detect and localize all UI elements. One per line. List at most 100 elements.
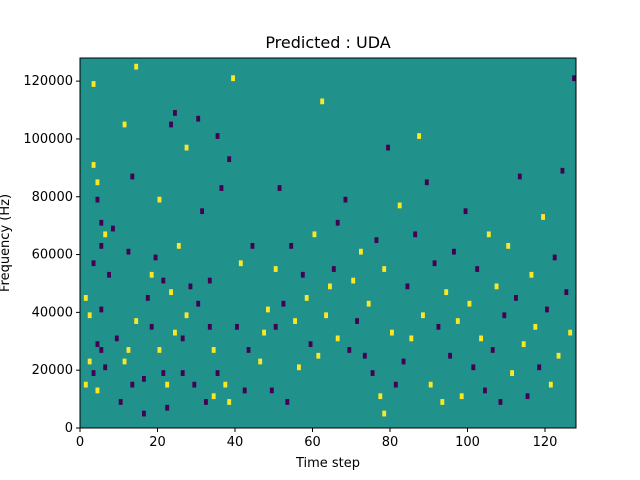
y-axis-label: Frequency (Hz) (0, 194, 13, 292)
heatmap-cell (180, 335, 185, 342)
heatmap-cell (215, 133, 220, 139)
heatmap-cell (153, 254, 158, 261)
heatmap-cell (386, 144, 390, 151)
heatmap-cell (235, 323, 239, 330)
heatmap-background (80, 58, 576, 428)
heatmap-cell (529, 271, 534, 278)
heatmap-cell (343, 196, 348, 203)
heatmap-cell (486, 231, 491, 238)
heatmap-cell (95, 341, 100, 348)
heatmap-cell (413, 231, 418, 238)
heatmap-cell (95, 387, 100, 394)
heatmap-cell (537, 364, 542, 371)
heatmap-cell (463, 208, 468, 215)
heatmap-cell (541, 214, 545, 220)
heatmap-cell (126, 347, 131, 353)
heatmap-cell (440, 399, 445, 405)
heatmap-cell (165, 381, 170, 388)
x-tick-label: 100 (455, 435, 480, 450)
y-tick-label: 60000 (32, 248, 73, 263)
heatmap-cell (180, 370, 185, 376)
heatmap-cell (297, 364, 301, 371)
heatmap-cell (103, 231, 108, 238)
heatmap-cell (91, 260, 96, 267)
heatmap-cell (506, 243, 511, 249)
heatmap-cell (192, 381, 197, 388)
heatmap-cell (370, 370, 375, 376)
y-axis: 0 20000 40000 60000 80000 100000 120000 (23, 74, 80, 436)
heatmap-cell (196, 115, 201, 122)
heatmap-cell (211, 347, 216, 353)
heatmap-cell (169, 289, 173, 296)
heatmap-cell (87, 312, 92, 319)
heatmap-cell (122, 358, 127, 365)
heatmap-cell (475, 266, 480, 272)
heatmap-cell (409, 335, 414, 342)
heatmap-cell (103, 364, 108, 371)
heatmap-cell (219, 185, 224, 191)
x-tick-label: 120 (533, 435, 558, 450)
x-tick-label: 20 (149, 435, 166, 450)
heatmap-cell (401, 358, 406, 365)
heatmap-cell (572, 75, 576, 82)
heatmap-cell (211, 393, 216, 400)
heatmap-cell (227, 156, 232, 163)
heatmap-cell (564, 289, 569, 296)
heatmap-cell (99, 306, 104, 313)
heatmap-cell (552, 254, 557, 261)
heatmap-cell (161, 277, 166, 284)
heatmap-cell (266, 306, 270, 313)
heatmap-cell (157, 347, 162, 353)
heatmap-cell (545, 306, 549, 313)
heatmap-cell (351, 277, 356, 284)
heatmap-cell (173, 110, 177, 116)
heatmap-cell (227, 399, 232, 405)
heatmap-cell (510, 370, 514, 376)
heatmap-cell (238, 260, 243, 267)
heatmap-cell (502, 312, 507, 319)
heatmap-cell (281, 300, 286, 307)
heatmap-cell (91, 370, 96, 376)
heatmap-cell (114, 335, 119, 342)
heatmap-cell (467, 300, 472, 307)
heatmap-cell (432, 260, 437, 267)
heatmap-cell (452, 248, 456, 255)
heatmap-cell (521, 341, 526, 348)
x-tick-label: 0 (76, 435, 84, 450)
heatmap-cell (293, 318, 297, 324)
heatmap-cell (397, 202, 402, 209)
heatmap-cell (436, 323, 441, 330)
x-tick-label: 80 (382, 435, 399, 450)
y-tick-label: 20000 (32, 363, 73, 378)
heatmap-cell (87, 358, 92, 365)
heatmap-cell (448, 352, 452, 359)
heatmap-cell (560, 167, 565, 174)
heatmap-cell (359, 248, 363, 255)
heatmap-cell (250, 243, 255, 249)
heatmap-cell (83, 381, 88, 388)
heatmap-cell (149, 271, 154, 278)
heatmap-cell (176, 243, 181, 249)
x-axis: 0 20 40 60 80 100 120 (76, 428, 558, 450)
heatmap-cell (331, 266, 336, 272)
heatmap-cell (556, 352, 561, 359)
heatmap-cell (405, 283, 410, 290)
heatmap-cell (362, 352, 367, 359)
heatmap-cell (490, 347, 495, 353)
heatmap-cell (517, 173, 522, 180)
x-tick-label: 40 (227, 435, 244, 450)
heatmap-cell (157, 196, 162, 203)
heatmap-cell (246, 347, 251, 353)
heatmap-cell (126, 248, 131, 255)
heatmap-cell (149, 323, 154, 330)
x-axis-label: Time step (295, 456, 360, 471)
heatmap-cell (99, 219, 104, 226)
heatmap-cell (99, 243, 104, 249)
heatmap-cell (169, 121, 173, 128)
x-tick-label: 60 (304, 435, 321, 450)
heatmap-cell (417, 133, 421, 139)
heatmap-cell (200, 208, 204, 215)
heatmap-cell (308, 341, 313, 348)
heatmap-cell (207, 323, 212, 330)
